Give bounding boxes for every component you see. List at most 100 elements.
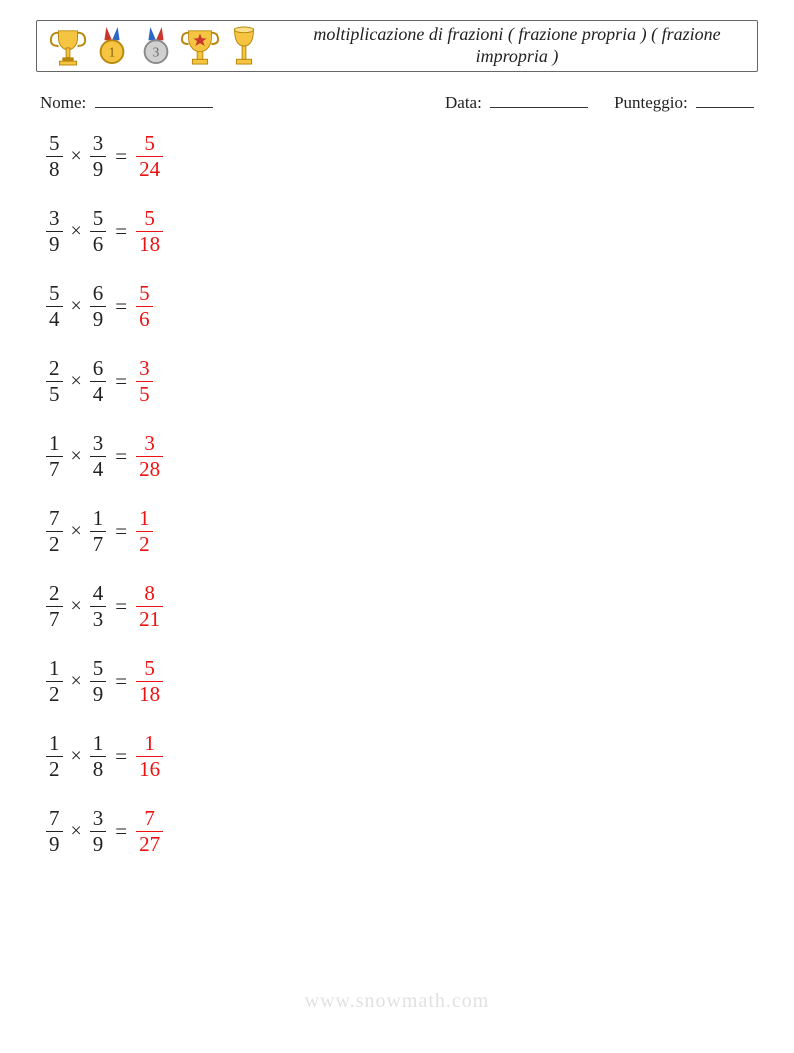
problem-row: 7 2 × 1 7 = 1 2 [46, 508, 758, 555]
fraction-denominator: 7 [46, 459, 63, 480]
fraction-numerator: 7 [46, 808, 63, 829]
equals-sign: = [106, 144, 136, 169]
problem-row: 2 5 × 6 4 = 3 5 [46, 358, 758, 405]
fraction: 3 4 [90, 433, 107, 480]
fraction: 5 18 [136, 208, 163, 255]
fraction: 7 2 [46, 508, 63, 555]
medal-1-label: 1 [109, 44, 116, 59]
date-blank[interactable] [490, 90, 588, 108]
fraction-numerator: 1 [46, 733, 63, 754]
problem-row: 3 9 × 5 6 = 5 18 [46, 208, 758, 255]
fraction: 5 18 [136, 658, 163, 705]
fraction-denominator: 18 [136, 684, 163, 705]
name-blank[interactable] [95, 90, 213, 108]
fraction-numerator: 2 [46, 358, 63, 379]
fraction-denominator: 28 [136, 459, 163, 480]
fraction-numerator: 6 [90, 358, 107, 379]
fraction-numerator: 6 [90, 283, 107, 304]
score-label: Punteggio: [614, 93, 688, 112]
answer-fraction: 8 21 [136, 583, 163, 630]
medal-3-icon: 3 [137, 25, 175, 67]
fraction-denominator: 4 [90, 459, 107, 480]
fraction: 2 5 [46, 358, 63, 405]
date-label: Data: [445, 93, 482, 112]
fraction: 4 3 [90, 583, 107, 630]
fraction: 1 2 [46, 658, 63, 705]
fraction-numerator: 1 [46, 658, 63, 679]
name-label: Nome: [40, 93, 86, 112]
fraction-numerator: 1 [136, 508, 153, 529]
medal-3-label: 3 [153, 44, 160, 59]
fraction-numerator: 5 [46, 133, 63, 154]
multiply-sign: × [63, 145, 90, 168]
problem-row: 1 2 × 5 9 = 5 18 [46, 658, 758, 705]
fraction-denominator: 8 [90, 759, 107, 780]
fraction: 1 2 [136, 508, 153, 555]
multiply-sign: × [63, 670, 90, 693]
fraction: 1 7 [46, 433, 63, 480]
fraction-denominator: 9 [90, 159, 107, 180]
answer-fraction: 5 18 [136, 658, 163, 705]
fraction-denominator: 24 [136, 159, 163, 180]
fraction-denominator: 5 [136, 384, 153, 405]
fraction-numerator: 1 [141, 733, 158, 754]
multiply-sign: × [63, 595, 90, 618]
fraction-numerator: 5 [46, 283, 63, 304]
answer-fraction: 1 16 [136, 733, 163, 780]
problem-row: 1 7 × 3 4 = 3 28 [46, 433, 758, 480]
fraction: 1 16 [136, 733, 163, 780]
worksheet-title: moltiplicazione di frazioni ( frazione p… [297, 21, 757, 71]
problem-row: 5 8 × 3 9 = 5 24 [46, 133, 758, 180]
fraction-denominator: 4 [90, 384, 107, 405]
equals-sign: = [106, 294, 136, 319]
multiply-sign: × [63, 820, 90, 843]
fraction-denominator: 7 [46, 609, 63, 630]
medal-1-icon: 1 [93, 25, 131, 67]
fraction: 1 7 [90, 508, 107, 555]
score-blank[interactable] [696, 90, 754, 108]
fraction-numerator: 7 [46, 508, 63, 529]
fraction-denominator: 2 [46, 684, 63, 705]
fraction: 3 9 [46, 208, 63, 255]
fraction: 5 9 [90, 658, 107, 705]
fraction-numerator: 5 [136, 283, 153, 304]
answer-fraction: 7 27 [136, 808, 163, 855]
fraction-denominator: 2 [46, 759, 63, 780]
problem-row: 7 9 × 3 9 = 7 27 [46, 808, 758, 855]
fraction: 5 6 [136, 283, 153, 330]
fraction: 1 2 [46, 733, 63, 780]
fraction: 5 4 [46, 283, 63, 330]
fraction-numerator: 1 [46, 433, 63, 454]
fraction-numerator: 3 [90, 808, 107, 829]
fraction: 5 8 [46, 133, 63, 180]
worksheet-page: 1 3 [0, 0, 794, 1053]
multiply-sign: × [63, 745, 90, 768]
trophy-star-icon [181, 25, 219, 67]
equals-sign: = [106, 369, 136, 394]
fraction-numerator: 3 [141, 433, 158, 454]
fraction-denominator: 18 [136, 234, 163, 255]
problem-row: 1 2 × 1 8 = 1 16 [46, 733, 758, 780]
fraction: 1 8 [90, 733, 107, 780]
fraction-denominator: 9 [90, 684, 107, 705]
fraction-denominator: 9 [46, 234, 63, 255]
fraction-numerator: 5 [90, 208, 107, 229]
fraction: 6 4 [90, 358, 107, 405]
goblet-icon [225, 25, 263, 67]
fraction-numerator: 3 [46, 208, 63, 229]
header-band: 1 3 [36, 20, 758, 72]
fraction-numerator: 3 [90, 433, 107, 454]
fraction: 7 27 [136, 808, 163, 855]
fraction-numerator: 5 [141, 133, 158, 154]
fraction-denominator: 16 [136, 759, 163, 780]
equals-sign: = [106, 594, 136, 619]
fraction-numerator: 5 [141, 208, 158, 229]
fraction: 5 6 [90, 208, 107, 255]
equals-sign: = [106, 444, 136, 469]
fraction: 8 21 [136, 583, 163, 630]
problems-list: 5 8 × 3 9 = 5 24 3 9 × 5 6 = 5 18 5 4 [36, 131, 758, 855]
answer-fraction: 3 5 [136, 358, 153, 405]
header-icons: 1 3 [37, 21, 297, 71]
fraction-numerator: 5 [90, 658, 107, 679]
fraction-denominator: 3 [90, 609, 107, 630]
